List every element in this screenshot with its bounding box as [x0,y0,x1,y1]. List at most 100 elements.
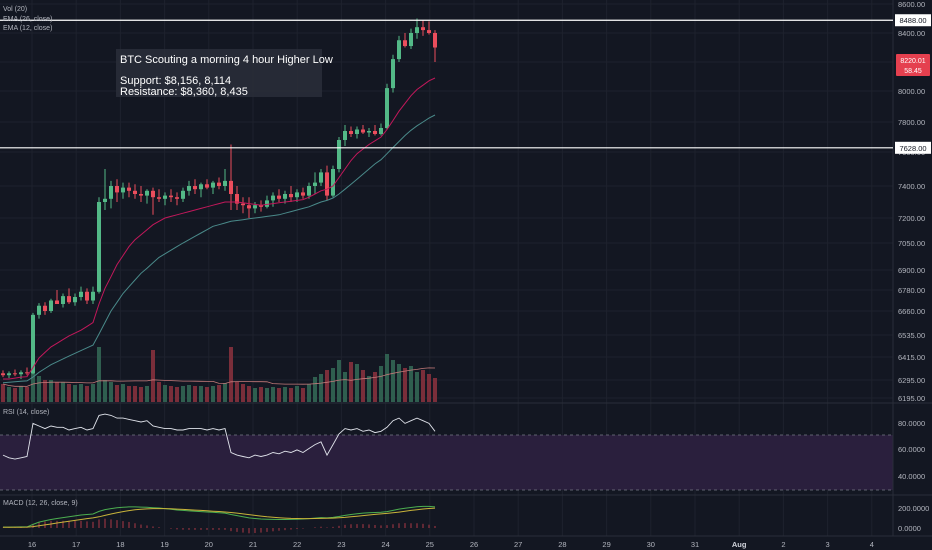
volume-bar [391,360,395,402]
candle-body [13,373,17,375]
volume-bar [241,384,245,402]
candle-body [67,296,71,303]
candle-body [133,190,137,194]
candle-body [211,182,215,188]
volume-bar [97,347,101,402]
volume-bar [151,350,155,402]
candle-body [205,184,209,188]
candle-body [229,180,233,194]
candle-body [409,33,413,47]
volume-bar [103,380,107,402]
time-tick-label: 28 [558,540,566,549]
volume-bar [31,372,35,402]
time-tick-label: 30 [647,540,655,549]
volume-bar [301,388,305,402]
candle-body [373,131,377,134]
candle-body [385,88,389,128]
volume-bar [187,385,191,402]
candle-body [109,186,113,199]
rsi-line [2,413,436,460]
candle-body [379,128,383,134]
candle-body [25,372,29,374]
current-price-tag [896,54,930,76]
volume-bar [247,386,251,402]
ema12-legend[interactable]: EMA (12, close) [3,25,52,32]
volume-bar [91,384,95,402]
volume-bar [1,384,5,402]
candle-body [193,186,197,190]
volume-bar [145,386,149,402]
time-tick-label: 20 [205,540,213,549]
volume-bars [1,347,437,402]
annotation-title: BTC Scouting a morning 4 hour Higher Low [120,54,333,66]
candle-body [7,373,11,376]
candle-body [103,198,107,202]
volume-bar [343,372,347,402]
volume-bar [199,386,203,402]
candle-body [313,182,317,186]
annotation-box[interactable] [116,49,322,97]
volume-bar [169,386,173,402]
volume-bar [313,377,317,402]
macd-pane [2,505,436,534]
volume-bar [121,384,125,402]
volume-bar [385,354,389,402]
time-tick-label: Aug [732,540,747,549]
time-tick-label: 26 [470,540,478,549]
volume-bar [355,364,359,402]
time-tick-label: 17 [72,540,80,549]
price-tick-label: 7050.00 [898,239,925,248]
candle-body [295,192,299,198]
vol-legend[interactable]: Vol (20) [3,6,27,13]
volume-bar [13,388,17,402]
time-axis[interactable]: 16 17 18 19 20 21 22 23 24 25 26 27 28 29 30 31 Aug 2 3 4 [28,540,874,549]
candle-body [175,197,179,199]
candle-body [433,33,437,48]
candle-body [355,129,359,134]
candle-body [235,194,239,204]
volume-bar [289,388,293,402]
time-tick-label: 22 [293,540,301,549]
candle-body [37,305,41,315]
volume-bar [283,387,287,402]
candle-body [91,291,95,301]
time-tick-label: 16 [28,540,36,549]
volume-bar [271,387,275,402]
time-tick-label: 24 [381,540,389,549]
macd-legend[interactable]: MACD (12, 26, close, 9) [3,500,78,507]
candle-body [367,131,371,133]
candle-body [337,140,341,169]
ema26-legend[interactable]: EMA (26, close) [3,16,52,23]
candle-body [145,190,149,196]
volume-bar [67,384,71,402]
candle-body [403,40,407,47]
candle-body [421,27,425,31]
volume-bar [433,378,437,402]
candle-body [73,297,77,303]
candle-body [181,190,185,199]
candle-body [61,296,65,304]
volume-bar [79,384,83,402]
volume-bar [373,372,377,402]
candle-body [151,190,155,198]
volume-bar [325,370,329,402]
candle-body [115,186,119,193]
volume-bar [265,388,269,402]
volume-bar [133,386,137,402]
candle-body [241,203,245,206]
candle-body [217,182,221,186]
candle-body [55,300,59,304]
candle-body [343,131,347,140]
volume-ma-line [2,367,436,387]
current-price-label: 8220.01 [900,58,925,65]
rsi-legend[interactable]: RSI (14, close) [3,409,49,416]
rsi-tick-40: 40.0000 [898,472,925,481]
volume-bar [85,386,89,402]
candle-body [139,194,143,196]
rsi-tick-80: 80.0000 [898,419,925,428]
price-tick-label: 6780.00 [898,286,925,295]
candle-body [223,180,227,186]
candle-body [43,305,47,311]
candle-body [427,30,431,33]
